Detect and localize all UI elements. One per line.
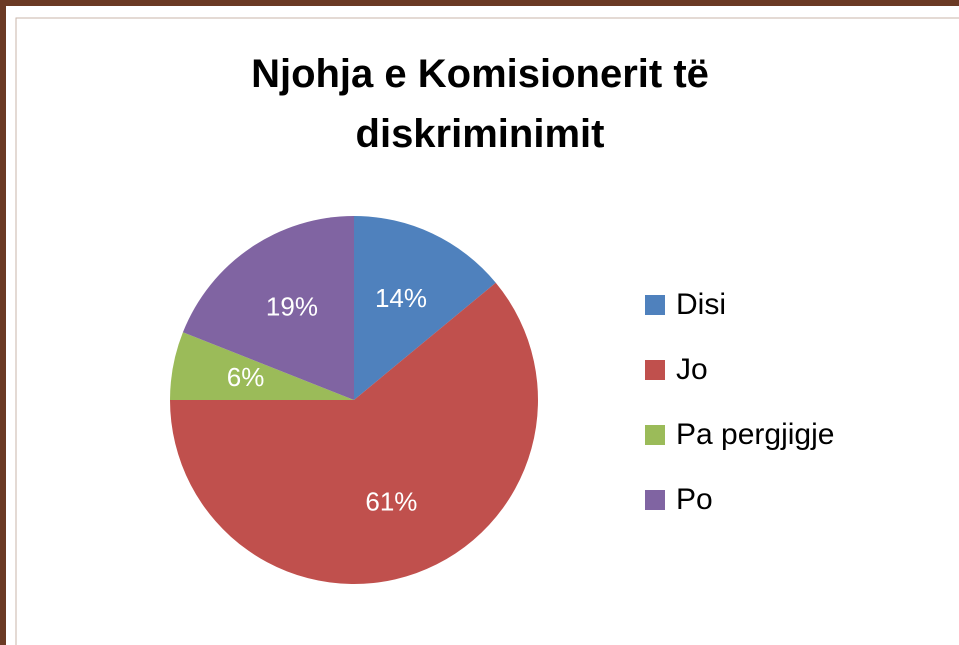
- legend-swatch: [645, 295, 665, 315]
- legend-swatch: [645, 490, 665, 510]
- pie-slice: [182, 216, 354, 400]
- legend-label: Disi: [676, 288, 726, 321]
- chart-title: Njohja e Komisionerit të diskriminimit: [251, 52, 709, 156]
- pie-slice: [170, 332, 354, 400]
- data-label: 19%: [266, 292, 318, 322]
- legend-label: Pa pergjigje: [676, 418, 834, 451]
- frame-inner: [15, 17, 959, 645]
- legend-swatch: [645, 425, 665, 445]
- legend-label: Jo: [676, 353, 708, 386]
- data-label: 61%: [365, 487, 417, 517]
- legend-swatch: [645, 360, 665, 380]
- legend-label: Po: [676, 483, 713, 516]
- pie-slice: [170, 282, 538, 584]
- data-label: 6%: [227, 362, 265, 392]
- pie-slice: [354, 216, 496, 400]
- data-label: 14%: [375, 283, 427, 313]
